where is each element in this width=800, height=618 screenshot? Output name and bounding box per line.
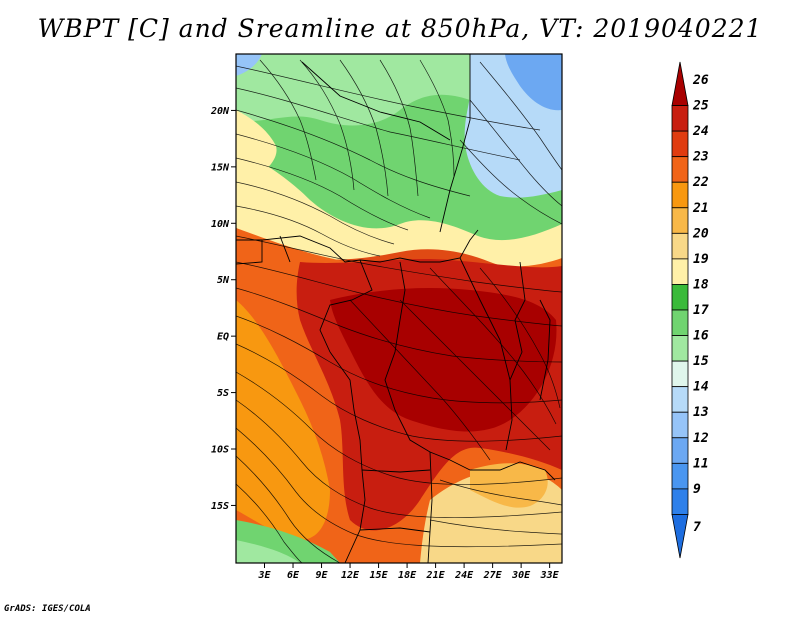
colorbar-label: 14 <box>693 380 709 395</box>
region-southeast-orange <box>470 463 548 508</box>
streamlines <box>236 59 562 563</box>
grads-credit: GrADS: IGES/COLA <box>4 604 91 614</box>
colorbar-segment <box>671 61 689 106</box>
colorbar-label: 15 <box>693 354 709 369</box>
colorbar-segment <box>671 488 689 515</box>
x-tick-label: 18E <box>398 570 417 581</box>
colorbar-label: 13 <box>693 405 709 420</box>
colorbar-segment <box>671 514 689 559</box>
axis-ticks <box>231 109 551 568</box>
region-west-tan <box>236 110 277 186</box>
colorbar-segment <box>671 335 689 362</box>
colorbar-segment <box>671 130 689 158</box>
colorbar-label: 11 <box>693 456 709 471</box>
colorbar-segment <box>671 437 689 464</box>
x-tick-label: 12E <box>341 570 360 581</box>
colorbar-segment <box>671 181 689 209</box>
colorbar-label: 22 <box>692 175 709 190</box>
region-northwest-lightgreen <box>236 54 470 126</box>
colorbar-label: 23 <box>692 150 709 165</box>
colorbar-segment <box>671 258 689 285</box>
colorbar-segment <box>671 284 689 311</box>
y-tick-label: EQ <box>217 332 229 343</box>
y-tick-label: 15N <box>211 162 230 173</box>
axis-labels: 3E 6E 9E 12E 15E 18E 21E 24E 27E 30E 33E 20N 15N 10N 5… <box>210 106 560 581</box>
map-frame <box>235 53 563 564</box>
colorbar: 26 25 24 23 22 21 20 19 18 17 16 15 14 13 12 11 9 7 <box>671 61 709 559</box>
colorbar-segment <box>671 386 689 413</box>
y-tick-label: 20N <box>210 106 230 117</box>
y-tick-label: 15S <box>211 501 229 512</box>
x-tick-label: 33E <box>540 570 560 581</box>
region-yellow-band <box>236 150 562 270</box>
colorbar-label: 25 <box>692 99 709 114</box>
x-tick-label: 6E <box>287 570 300 581</box>
colorbar-segment <box>671 360 689 388</box>
country-borders <box>236 54 556 563</box>
colorbar-label: 19 <box>693 252 709 267</box>
x-tick-label: 15E <box>370 570 389 581</box>
colorbar-label: 12 <box>693 431 709 446</box>
region-equatorial-darkcore <box>330 288 557 432</box>
chart-title: WBPT [C] and Sreamline at 850hPa, VT: 20… <box>37 14 763 43</box>
map-field <box>236 54 562 563</box>
colorbar-segment <box>671 105 689 132</box>
x-tick-label: 9E <box>316 570 329 581</box>
y-tick-label: 10S <box>211 445 229 456</box>
y-tick-label: 10N <box>211 219 230 230</box>
region-southwest-lightgreen <box>236 540 300 563</box>
colorbar-label: 18 <box>693 277 709 292</box>
colorbar-label: 7 <box>693 520 701 535</box>
colorbar-label: 24 <box>692 124 709 139</box>
region-corner-blue <box>236 54 262 76</box>
x-tick-label: 3E <box>257 570 271 581</box>
colorbar-label: 17 <box>693 303 709 318</box>
colorbar-segment <box>671 309 689 336</box>
colorbar-segment <box>671 411 689 439</box>
region-northeast-deepblue <box>505 54 562 111</box>
y-tick-label: 5S <box>217 388 229 399</box>
colorbar-label: 26 <box>692 73 709 88</box>
colorbar-segment <box>671 207 689 234</box>
y-tick-label: 5N <box>217 275 230 286</box>
colorbar-segment <box>671 156 689 183</box>
x-tick-label: 27E <box>483 570 503 581</box>
colorbar-segment <box>671 232 689 260</box>
x-tick-label: 21E <box>426 570 446 581</box>
x-tick-label: 24E <box>454 570 474 581</box>
colorbar-label: 9 <box>693 482 701 497</box>
colorbar-label: 20 <box>692 226 709 241</box>
colorbar-segment <box>671 462 689 490</box>
colorbar-label: 16 <box>693 329 709 344</box>
x-tick-label: 30E <box>511 570 531 581</box>
colorbar-label: 21 <box>692 201 709 216</box>
